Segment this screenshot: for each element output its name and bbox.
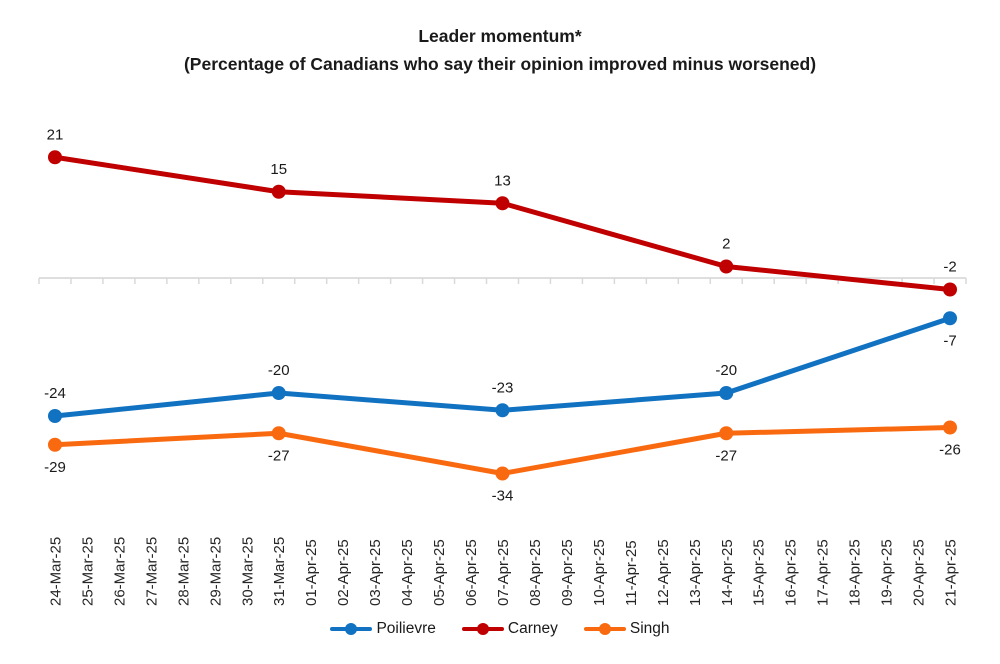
data-point-label-poilievre: -24 [44, 385, 66, 402]
x-axis-tick-label: 09-Apr-25 [559, 539, 576, 606]
x-axis-tick-label: 29-Mar-25 [207, 537, 224, 606]
data-point-marker-singh [495, 466, 510, 481]
legend-label: Carney [507, 620, 558, 637]
data-point-marker-carney [943, 282, 958, 297]
legend-item-carney: Carney [461, 620, 558, 638]
data-point-marker-poilievre [47, 409, 62, 423]
legend-label: Poilievre [376, 620, 436, 637]
legend-line-marker-icon [583, 622, 626, 636]
data-point-label-poilievre: -20 [715, 362, 737, 379]
x-axis-tick-label: 16-Apr-25 [783, 539, 800, 606]
data-point-label-singh: -26 [939, 442, 961, 459]
data-point-label-poilievre: -20 [268, 362, 290, 379]
x-axis-tick-label: 21-Apr-25 [943, 539, 960, 606]
data-point-label-carney: 15 [270, 161, 287, 178]
series-line-poilievre [52, 315, 953, 419]
x-axis-tick-label: 06-Apr-25 [463, 539, 480, 606]
data-point-marker-singh [47, 437, 62, 452]
data-point-marker-singh [271, 426, 286, 441]
x-axis-tick-label: 03-Apr-25 [367, 539, 384, 606]
x-axis-tick-label: 05-Apr-25 [431, 539, 448, 606]
legend-item-poilievre: Poilievre [330, 620, 436, 638]
x-axis-tick-label: 04-Apr-25 [399, 539, 416, 606]
data-point-marker-carney [495, 196, 510, 211]
legend-line-marker-icon [330, 622, 373, 636]
data-point-label-carney: -2 [943, 259, 956, 276]
x-axis-tick-label: 27-Mar-25 [143, 537, 160, 606]
data-point-marker-carney [719, 259, 734, 274]
x-axis-tick-label: 11-Apr-25 [623, 540, 640, 606]
x-axis-tick-label: 10-Apr-25 [591, 539, 608, 606]
chart-legend: Poilievre Carney Singh [0, 620, 1000, 638]
data-point-label-singh: -34 [492, 488, 514, 505]
x-axis-tick-label: 17-Apr-25 [815, 539, 832, 606]
x-axis-tick-label: 18-Apr-25 [847, 539, 864, 606]
data-point-label-poilievre: -7 [943, 332, 956, 349]
data-point-label-carney: 21 [47, 126, 64, 143]
data-point-label-poilievre: -23 [492, 379, 514, 396]
data-point-marker-carney [271, 184, 286, 199]
data-point-marker-poilievre [719, 386, 734, 400]
data-point-marker-poilievre [271, 386, 286, 400]
data-point-label-singh: -29 [44, 459, 66, 476]
legend-label: Singh [629, 620, 670, 637]
chart-title: Leader momentum* [418, 26, 582, 46]
x-axis-tick-label: 26-Mar-25 [111, 537, 128, 606]
x-axis-tick-label: 28-Mar-25 [175, 537, 192, 606]
x-axis-tick-label: 20-Apr-25 [911, 539, 928, 606]
data-point-marker-poilievre [495, 403, 510, 418]
x-axis-tick-label: 24-Mar-25 [47, 537, 64, 606]
x-axis-tick-label: 14-Apr-25 [719, 539, 736, 606]
data-point-marker-singh [943, 420, 958, 435]
x-axis-tick-label: 15-Apr-25 [751, 539, 768, 606]
data-point-marker-poilievre [943, 311, 958, 326]
x-axis-tick-label: 19-Apr-25 [879, 539, 896, 606]
data-point-marker-carney [47, 150, 62, 165]
x-axis-tick-label: 31-Mar-25 [271, 537, 288, 606]
data-point-marker-singh [719, 426, 734, 441]
x-axis-tick-label: 30-Mar-25 [239, 537, 256, 606]
data-point-label-singh: -27 [715, 447, 737, 464]
data-point-label-carney: 2 [722, 236, 730, 253]
data-point-label-carney: 13 [494, 172, 511, 189]
x-axis-tick-label: 02-Apr-25 [335, 539, 352, 606]
data-point-label-singh: -27 [268, 447, 290, 464]
legend-item-singh: Singh [583, 620, 670, 638]
x-axis-tick-label: 25-Mar-25 [79, 537, 96, 606]
chart-title-block: Leader momentum* (Percentage of Canadian… [0, 22, 1000, 78]
chart-subtitle: (Percentage of Canadians who say their o… [183, 54, 817, 74]
line-chart: 24-Mar-25 25-Mar-25 26-Mar-25 27-Mar-25 28-M… [38, 126, 967, 606]
x-axis-tick-label: 07-Apr-25 [495, 539, 512, 606]
x-axis-tick-label: 01-Apr-25 [303, 539, 320, 606]
x-axis-tick-label: 12-Apr-25 [655, 539, 672, 606]
x-axis-tick-label: 13-Apr-25 [687, 539, 704, 606]
legend-line-marker-icon [461, 622, 504, 636]
x-axis-tick-label: 08-Apr-25 [527, 539, 544, 606]
